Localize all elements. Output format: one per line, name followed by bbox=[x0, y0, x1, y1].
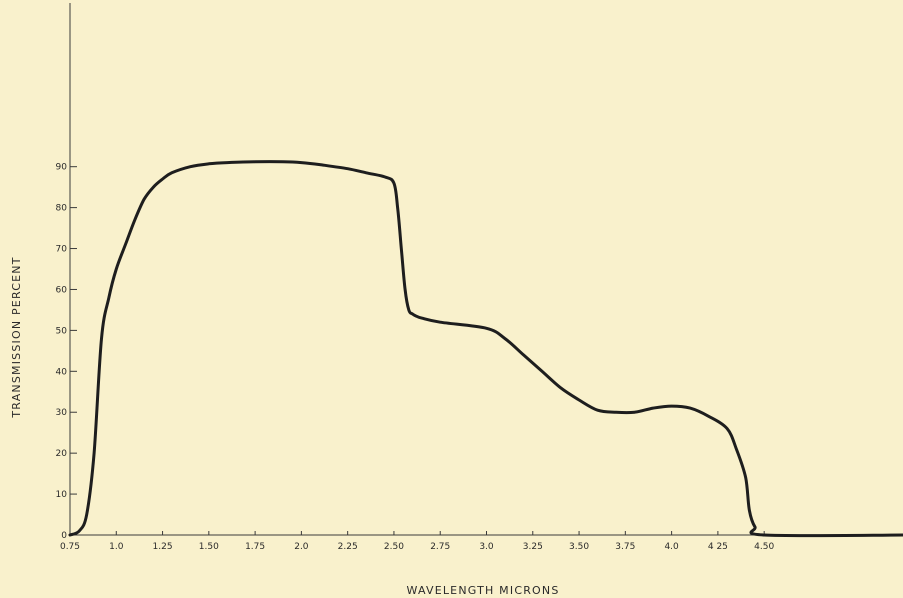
x-tick-label: 3.0 bbox=[479, 542, 494, 552]
transmission-curve bbox=[68, 160, 903, 538]
axes bbox=[69, 3, 898, 536]
x-tick-label: 3.50 bbox=[569, 542, 589, 552]
x-tick-label: 1.75 bbox=[245, 542, 265, 552]
x-tick-label: 2.0 bbox=[294, 542, 309, 552]
y-tick-label: 70 bbox=[56, 245, 68, 255]
y-tick-label: 0 bbox=[61, 531, 67, 541]
series-group bbox=[68, 160, 903, 538]
x-tick-label: 2.50 bbox=[384, 542, 404, 552]
y-tick-label: 20 bbox=[56, 449, 68, 459]
x-tick-label: 2.75 bbox=[430, 542, 450, 552]
x-tick-label: 4 25 bbox=[708, 542, 728, 552]
x-tick-label: 3.25 bbox=[523, 542, 543, 552]
x-tick-label: 3.75 bbox=[615, 542, 635, 552]
y-ticks: 0 10 20 30 40 50 60 70 80 90 bbox=[56, 163, 77, 541]
y-tick-label: 80 bbox=[56, 204, 68, 214]
x-ticks: 0.75 1.0 1.25 1.50 1.75 2.0 2.25 2.50 2.75 3.0 3.2… bbox=[60, 531, 774, 552]
x-tick-label: 4.0 bbox=[664, 542, 679, 552]
x-tick-label: 0.75 bbox=[60, 542, 80, 552]
y-axis-label: TRANSMISSION PERCENT bbox=[10, 256, 23, 418]
y-tick-label: 10 bbox=[56, 490, 68, 500]
x-tick-label: 1.50 bbox=[199, 542, 219, 552]
x-tick-label: 2.25 bbox=[338, 542, 358, 552]
x-axis-label: WAVELENGTH MICRONS bbox=[406, 584, 559, 597]
y-tick-label: 90 bbox=[56, 163, 68, 173]
y-tick-label: 40 bbox=[56, 367, 68, 377]
x-tick-label: 4.50 bbox=[754, 542, 774, 552]
x-tick-label: 1.0 bbox=[109, 542, 124, 552]
y-tick-label: 60 bbox=[56, 285, 68, 295]
y-tick-label: 30 bbox=[56, 408, 68, 418]
x-tick-label: 1.25 bbox=[153, 542, 173, 552]
y-tick-label: 50 bbox=[56, 326, 68, 336]
